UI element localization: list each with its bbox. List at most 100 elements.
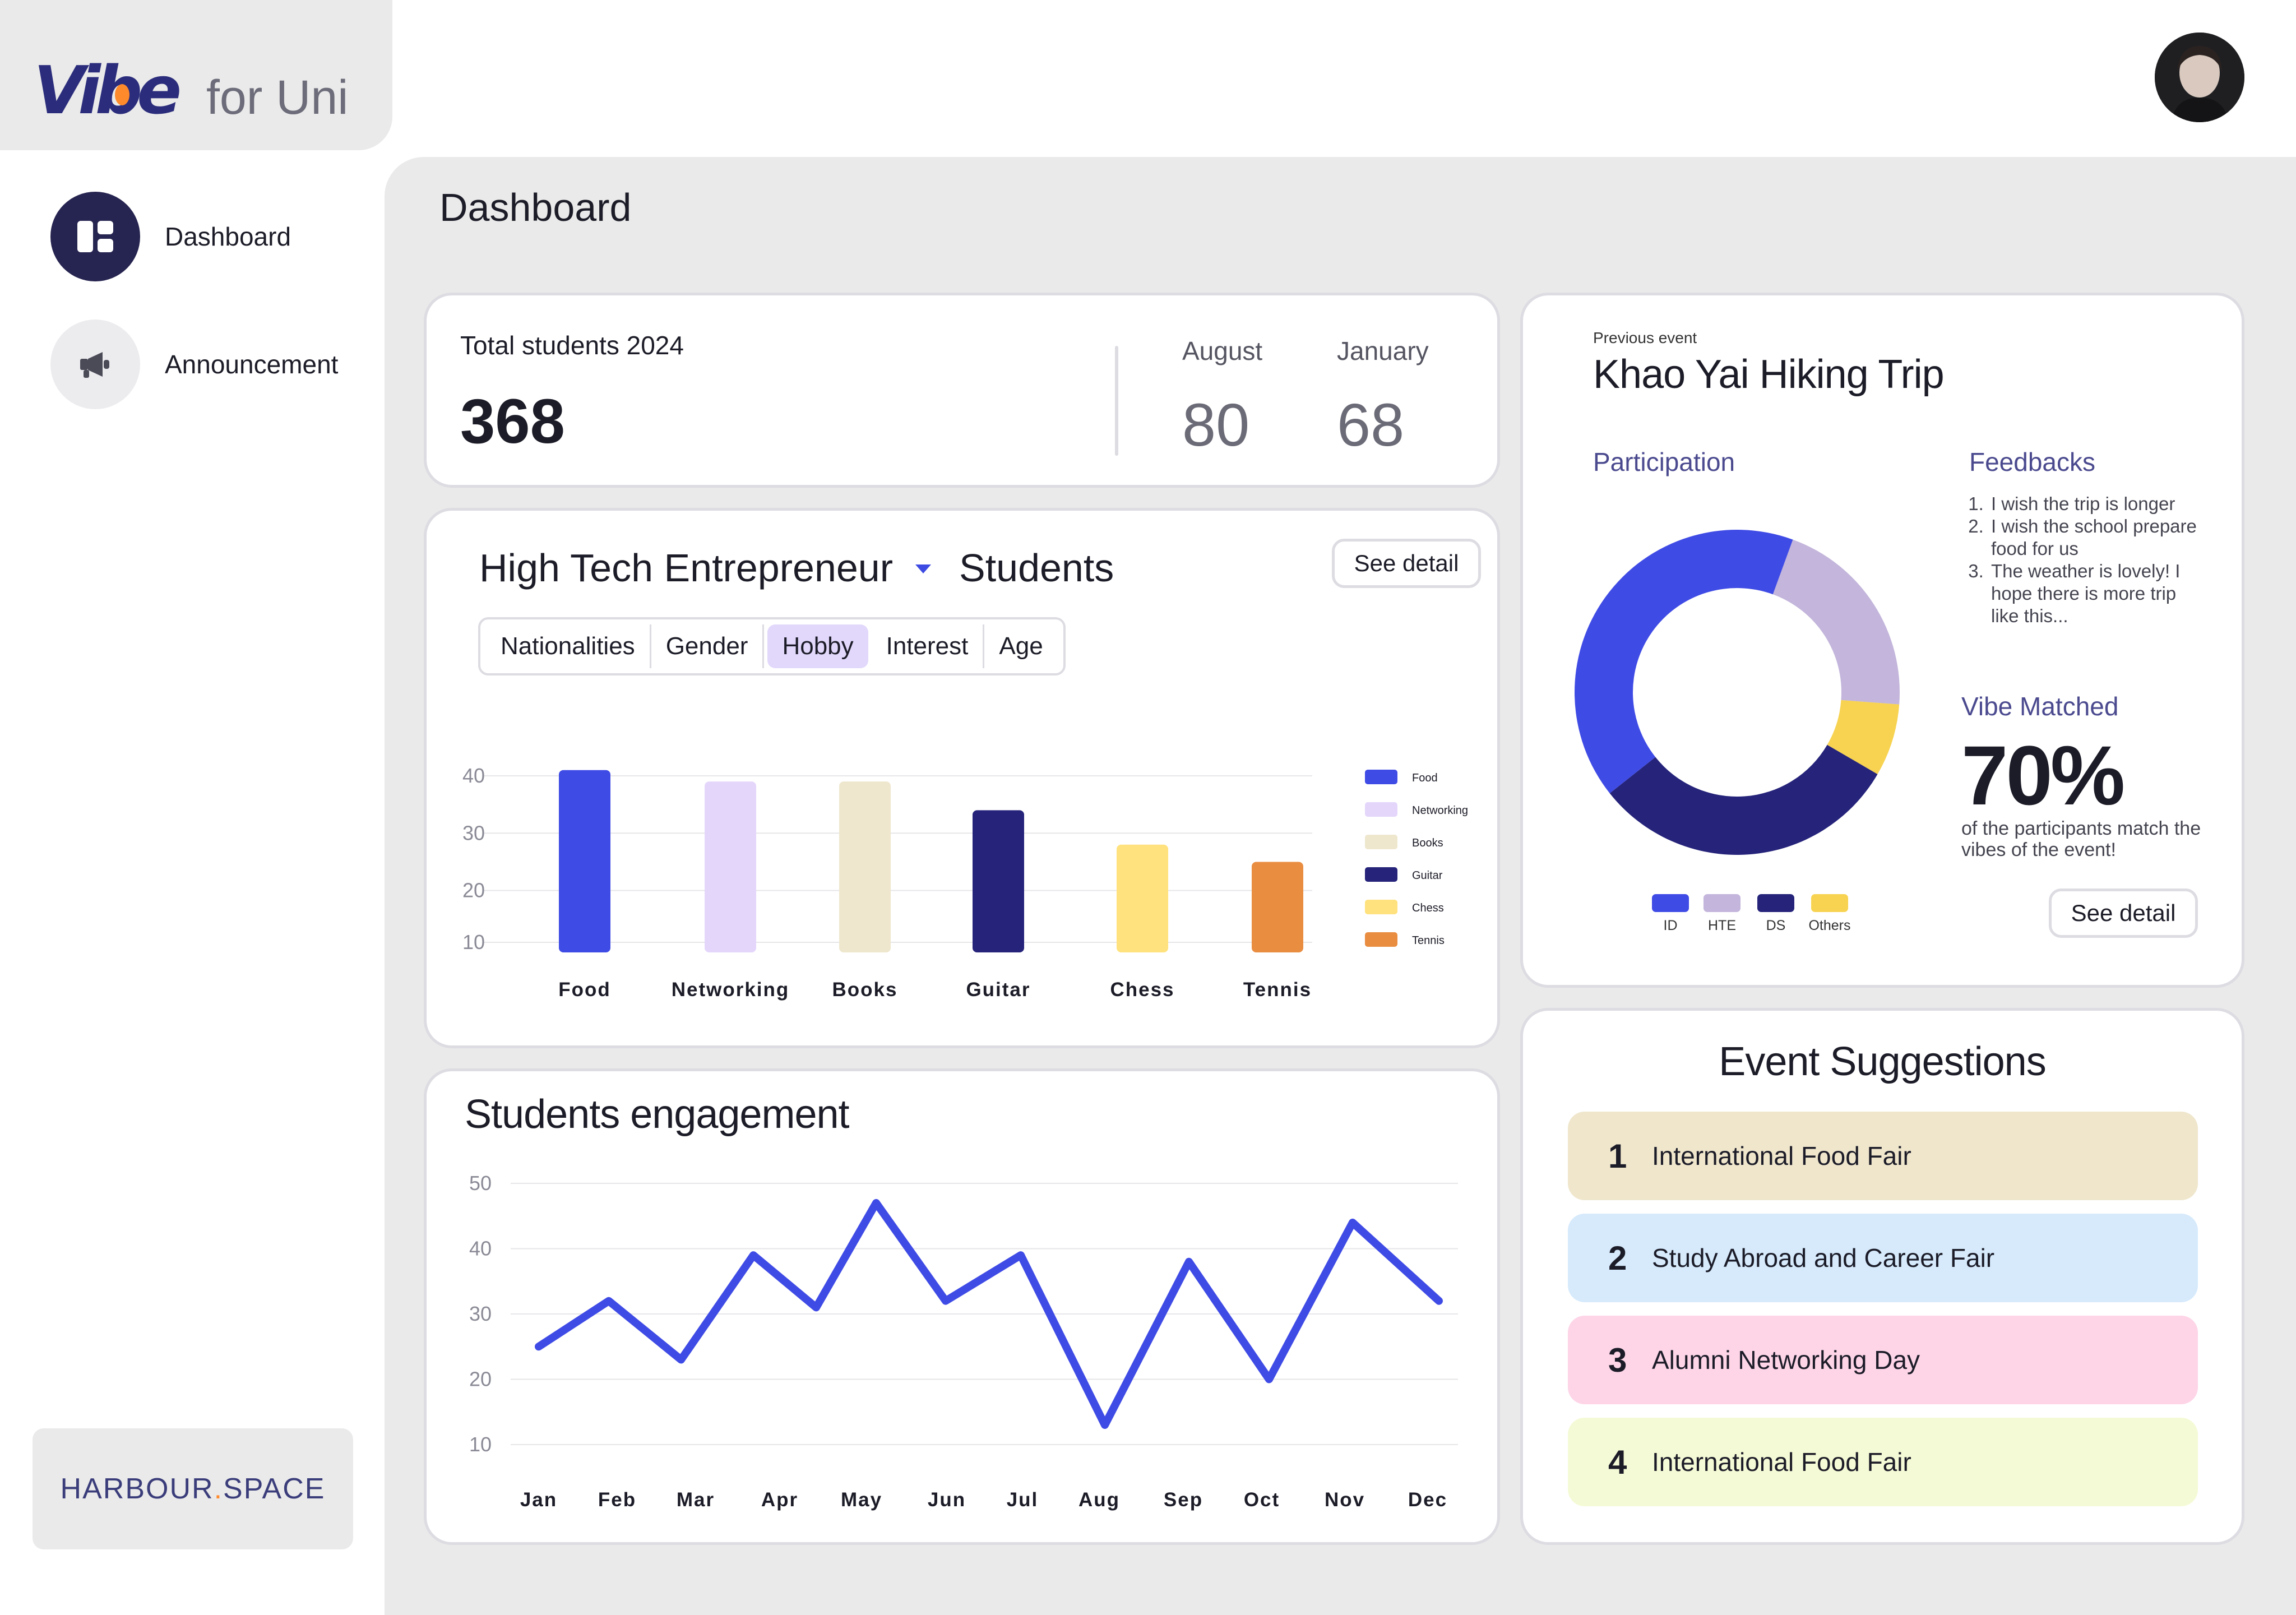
tab-interest[interactable]: Interest <box>872 624 985 668</box>
legend-label: Tennis <box>1412 934 1445 947</box>
suggestion-label: Study Abroad and Career Fair <box>1652 1243 1995 1272</box>
engagement-title: Students engagement <box>465 1092 850 1137</box>
suggestion-item[interactable]: 1 International Food Fair <box>1568 1112 2198 1200</box>
bar <box>1252 862 1303 952</box>
legend-label: Others <box>1808 918 1850 933</box>
x-tick-label: Chess <box>1110 979 1174 1001</box>
footer-brand-dot: . <box>214 1473 224 1505</box>
legend-label: Guitar <box>1412 869 1443 882</box>
bar <box>973 810 1024 952</box>
see-detail-button[interactable]: See detail <box>1332 539 1481 588</box>
vibe-matched-description: of the participants match the vibes of t… <box>1961 818 2201 860</box>
vibe-matched-value: 70% <box>1961 728 2125 822</box>
event-see-detail-button[interactable]: See detail <box>2049 889 2198 938</box>
legend-label: Books <box>1412 837 1443 849</box>
harbour-space-logo[interactable]: HARBOUR. SPACE <box>33 1428 353 1549</box>
x-tick-label: Tennis <box>1243 979 1312 1001</box>
feedbacks-label: Feedbacks <box>1969 447 2096 476</box>
total-students-label: Total students 2024 <box>460 331 684 360</box>
legend-swatch <box>1365 802 1397 817</box>
event-title: Khao Yai Hiking Trip <box>1593 352 1945 397</box>
donut-slice <box>1772 539 1900 705</box>
donut-slice <box>1827 700 1900 775</box>
legend-swatch <box>1811 894 1848 912</box>
chevron-down-icon[interactable] <box>915 564 931 573</box>
y-tick-label: 10 <box>469 1433 492 1456</box>
bar <box>559 770 610 952</box>
bar <box>705 781 756 952</box>
legend-label: Networking <box>1412 804 1468 817</box>
sidebar-item-label: Dashboard <box>165 222 291 251</box>
legend-swatch <box>1365 835 1397 849</box>
tab-age[interactable]: Age <box>999 632 1043 660</box>
brand-suffix: for Uni <box>206 71 349 124</box>
megaphone-icon <box>50 320 140 409</box>
suggestion-item[interactable]: 2 Study Abroad and Career Fair <box>1568 1214 2198 1302</box>
legend-swatch <box>1365 900 1397 914</box>
x-tick-label: Food <box>558 979 611 1001</box>
x-tick-label: Jul <box>1007 1489 1039 1511</box>
legend-swatch <box>1757 894 1794 912</box>
suggestion-rank: 2 <box>1608 1239 1627 1277</box>
x-tick-label: Books <box>832 979 898 1001</box>
program-selector[interactable]: High Tech Entrepreneur <box>479 546 894 590</box>
hte-students-card: High Tech Entrepreneur Students See deta… <box>424 508 1500 1048</box>
x-tick-label: Oct <box>1244 1489 1280 1511</box>
previous-event-label: Previous event <box>1593 329 1697 346</box>
tab-nationalities[interactable]: Nationalities <box>486 624 651 668</box>
suggestion-item[interactable]: 4 International Food Fair <box>1568 1418 2198 1506</box>
brand-logo: Vibe <box>34 52 182 129</box>
category-tabs: Nationalities Gender Hobby Interest Age <box>478 617 1066 675</box>
x-tick-label: Aug <box>1078 1489 1120 1511</box>
suggestion-rank: 3 <box>1608 1341 1627 1379</box>
legend-label: ID <box>1664 918 1678 933</box>
month-label-january: January <box>1337 336 1429 365</box>
y-tick-label: 20 <box>462 879 485 902</box>
sidebar-item-dashboard[interactable]: Dashboard <box>50 192 291 281</box>
feedback-list: I wish the trip is longer I wish the sch… <box>1966 493 2202 627</box>
y-tick-label: 30 <box>469 1302 492 1325</box>
engagement-line-chart: 10 20 30 40 50 Jan Feb Mar Apr May Jun Jul Aug Sep Oct… <box>469 1172 1458 1511</box>
tab-hobby[interactable]: Hobby <box>767 624 868 668</box>
hobby-bar-chart: 10 20 30 40 Food Networking Books Guitar Chess Te… <box>462 764 1468 1001</box>
month-label-august: August <box>1182 336 1263 365</box>
participation-label: Participation <box>1593 447 1735 476</box>
suggestion-label: Alumni Networking Day <box>1652 1345 1920 1375</box>
legend-label: Chess <box>1412 902 1444 914</box>
sidebar-item-announcement[interactable]: Announcement <box>50 320 338 409</box>
y-tick-label: 10 <box>462 931 485 954</box>
month-value-august: 80 <box>1182 391 1250 459</box>
y-tick-label: 20 <box>469 1368 492 1391</box>
feedback-item: I wish the school prepare food for us <box>1989 515 2202 560</box>
avatar[interactable] <box>2155 33 2244 122</box>
legend-swatch <box>1365 867 1397 882</box>
donut-slice <box>1575 530 1793 794</box>
y-tick-label: 30 <box>462 821 485 844</box>
engagement-series-line <box>535 1198 1443 1429</box>
x-tick-label: Jun <box>928 1489 966 1511</box>
x-tick-label: Mar <box>677 1489 715 1511</box>
tab-gender[interactable]: Gender <box>651 624 765 668</box>
brand-logo-accent <box>115 84 129 105</box>
sidebar-item-label: Announcement <box>165 350 339 379</box>
page-title: Dashboard <box>439 186 632 229</box>
feedback-item: The weather is lovely! I hope there is m… <box>1989 560 2202 627</box>
x-tick-label: Dec <box>1408 1489 1447 1511</box>
engagement-card: Students engagement 10 20 30 40 50 Jan Feb Mar A… <box>424 1068 1500 1545</box>
suggestion-label: International Food Fair <box>1652 1447 1911 1477</box>
dashboard-icon <box>50 192 140 281</box>
legend-label: HTE <box>1708 918 1736 933</box>
footer-brand-right: SPACE <box>223 1473 326 1505</box>
suggestions-title: Event Suggestions <box>1719 1039 2046 1084</box>
total-students-value: 368 <box>460 386 565 456</box>
divider <box>1115 346 1118 456</box>
participation-donut-chart: ID HTE DS Others <box>1575 530 1900 933</box>
legend-swatch <box>1365 770 1397 784</box>
y-tick-label: 40 <box>469 1237 492 1260</box>
suggestion-label: International Food Fair <box>1652 1141 1911 1170</box>
legend-swatch <box>1704 894 1740 912</box>
footer-brand-left: HARBOUR <box>60 1473 214 1505</box>
suggestion-item[interactable]: 3 Alumni Networking Day <box>1568 1316 2198 1404</box>
event-suggestions-card: Event Suggestions 1 International Food F… <box>1520 1008 2244 1545</box>
y-tick-label: 40 <box>462 764 485 787</box>
